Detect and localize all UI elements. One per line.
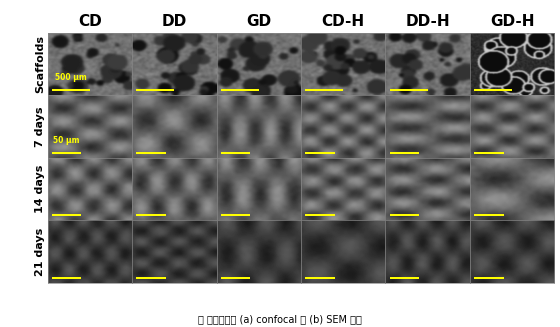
Bar <box>136 277 166 279</box>
Bar <box>52 89 90 91</box>
Bar <box>136 152 166 154</box>
Bar <box>52 215 81 216</box>
Text: 7 days: 7 days <box>35 106 45 147</box>
Text: CD-H: CD-H <box>321 14 365 29</box>
Text: 50 μm: 50 μm <box>53 136 80 145</box>
Bar <box>305 89 343 91</box>
Bar <box>390 89 428 91</box>
Text: GD: GD <box>246 14 272 29</box>
Bar <box>474 277 504 279</box>
Bar <box>52 152 81 154</box>
Text: GD-H: GD-H <box>490 14 534 29</box>
Text: 500 μm: 500 μm <box>55 73 87 82</box>
Text: DD: DD <box>162 14 187 29</box>
Bar <box>474 215 504 216</box>
Bar <box>305 215 335 216</box>
Bar <box>474 152 504 154</box>
Bar <box>390 215 419 216</box>
Bar <box>305 152 335 154</box>
Bar <box>136 89 174 91</box>
Text: 21 days: 21 days <box>35 228 45 276</box>
Bar <box>52 277 81 279</box>
Bar <box>221 277 250 279</box>
Text: 각 스펀지에서 (a) confocal 및 (b) SEM 결과: 각 스펀지에서 (a) confocal 및 (b) SEM 결과 <box>198 314 362 324</box>
Bar <box>390 277 419 279</box>
Text: Scaffolds: Scaffolds <box>35 35 45 93</box>
Bar <box>221 89 259 91</box>
Text: 14 days: 14 days <box>35 165 45 213</box>
Bar <box>136 215 166 216</box>
Bar <box>305 277 335 279</box>
Bar <box>474 89 512 91</box>
Bar <box>390 152 419 154</box>
Text: CD: CD <box>78 14 102 29</box>
Bar <box>221 152 250 154</box>
Bar <box>221 215 250 216</box>
Text: DD-H: DD-H <box>405 14 450 29</box>
